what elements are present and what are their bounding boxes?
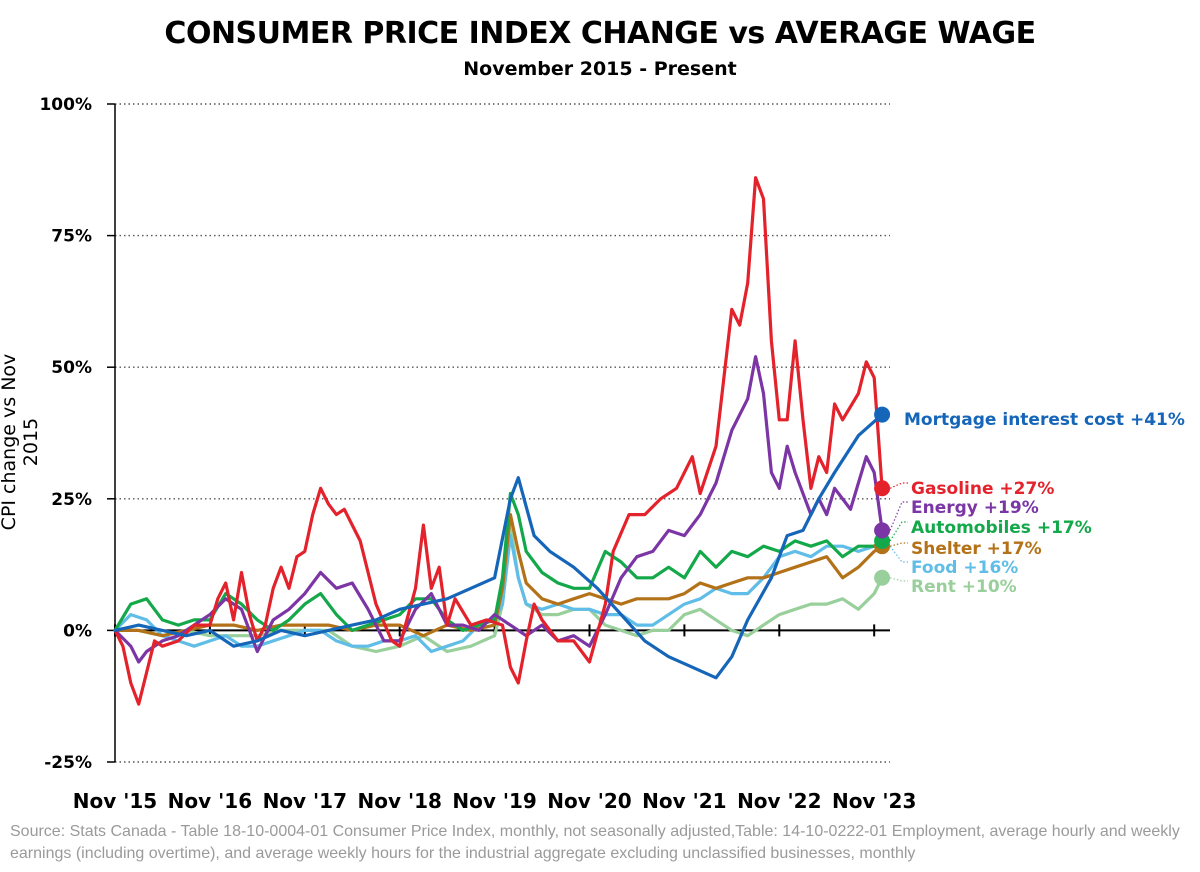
- series-line-gasoline: [113, 176, 884, 706]
- x-tick-label: Nov '17: [263, 789, 347, 813]
- end-marker-mortgage-interest-cost: [874, 406, 891, 423]
- x-tick-label: Nov '23: [832, 789, 916, 813]
- series-lines: [113, 176, 884, 706]
- series-label-shelter: Shelter +17%: [911, 539, 1042, 559]
- leader-line: [889, 482, 908, 489]
- y-tick-label: 100%: [39, 95, 92, 115]
- series-line-energy: [113, 355, 884, 664]
- y-tick-label: -25%: [44, 753, 92, 773]
- series-label-rent: Rent +10%: [911, 577, 1017, 597]
- series-label-energy: Energy +19%: [911, 498, 1039, 518]
- x-tick-label: Nov '19: [452, 789, 536, 813]
- y-tick-label: 75%: [51, 227, 92, 247]
- chart-subtitle: November 2015 - Present: [463, 58, 737, 80]
- x-tick-label: Nov '20: [547, 789, 631, 813]
- series-line-mortgage-interest-cost: [113, 413, 884, 680]
- series-line-shelter: [113, 513, 884, 638]
- series-label-mortgage-interest-cost: Mortgage interest cost +41%: [904, 410, 1185, 430]
- leader-line: [889, 521, 908, 542]
- y-tick-label: 25%: [51, 490, 92, 510]
- end-labels: Rent +10%Food +16%Shelter +17%Automobile…: [874, 406, 1185, 597]
- axes: [114, 104, 890, 762]
- leader-line: [889, 545, 908, 563]
- end-marker-gasoline: [874, 480, 891, 497]
- x-axis-ticks: Nov '15 Nov '16 Nov '17 Nov '18 Nov '19 Nov '…: [73, 624, 916, 813]
- chart-title: CONSUMER PRICE INDEX CHANGE vs AVERAGE W…: [164, 16, 1036, 51]
- grid-lines: [115, 103, 890, 763]
- leader-line: [889, 501, 908, 531]
- series-label-automobiles: Automobiles +17%: [911, 518, 1092, 538]
- series-line-food: [113, 534, 884, 654]
- series-label-food: Food +16%: [911, 558, 1018, 578]
- end-marker-rent: [874, 569, 891, 586]
- x-tick-label: Nov '21: [642, 789, 726, 813]
- x-tick-label: Nov '18: [357, 789, 441, 813]
- y-tick-label: 50%: [51, 358, 92, 378]
- leader-line: [889, 577, 908, 582]
- x-tick-label: Nov '15: [73, 789, 157, 813]
- x-tick-label: Nov '16: [168, 789, 252, 813]
- end-marker-energy: [874, 522, 891, 539]
- x-tick-label: Nov '22: [737, 789, 821, 813]
- y-tick-label: 0%: [63, 621, 92, 641]
- series-label-gasoline: Gasoline +27%: [911, 479, 1054, 499]
- y-axis-ticks: 100% 75% 50% 25% 0% -25%: [39, 95, 115, 773]
- leader-line: [889, 542, 908, 547]
- source-note: Source: Stats Canada - Table 18-10-0004-…: [10, 823, 1180, 862]
